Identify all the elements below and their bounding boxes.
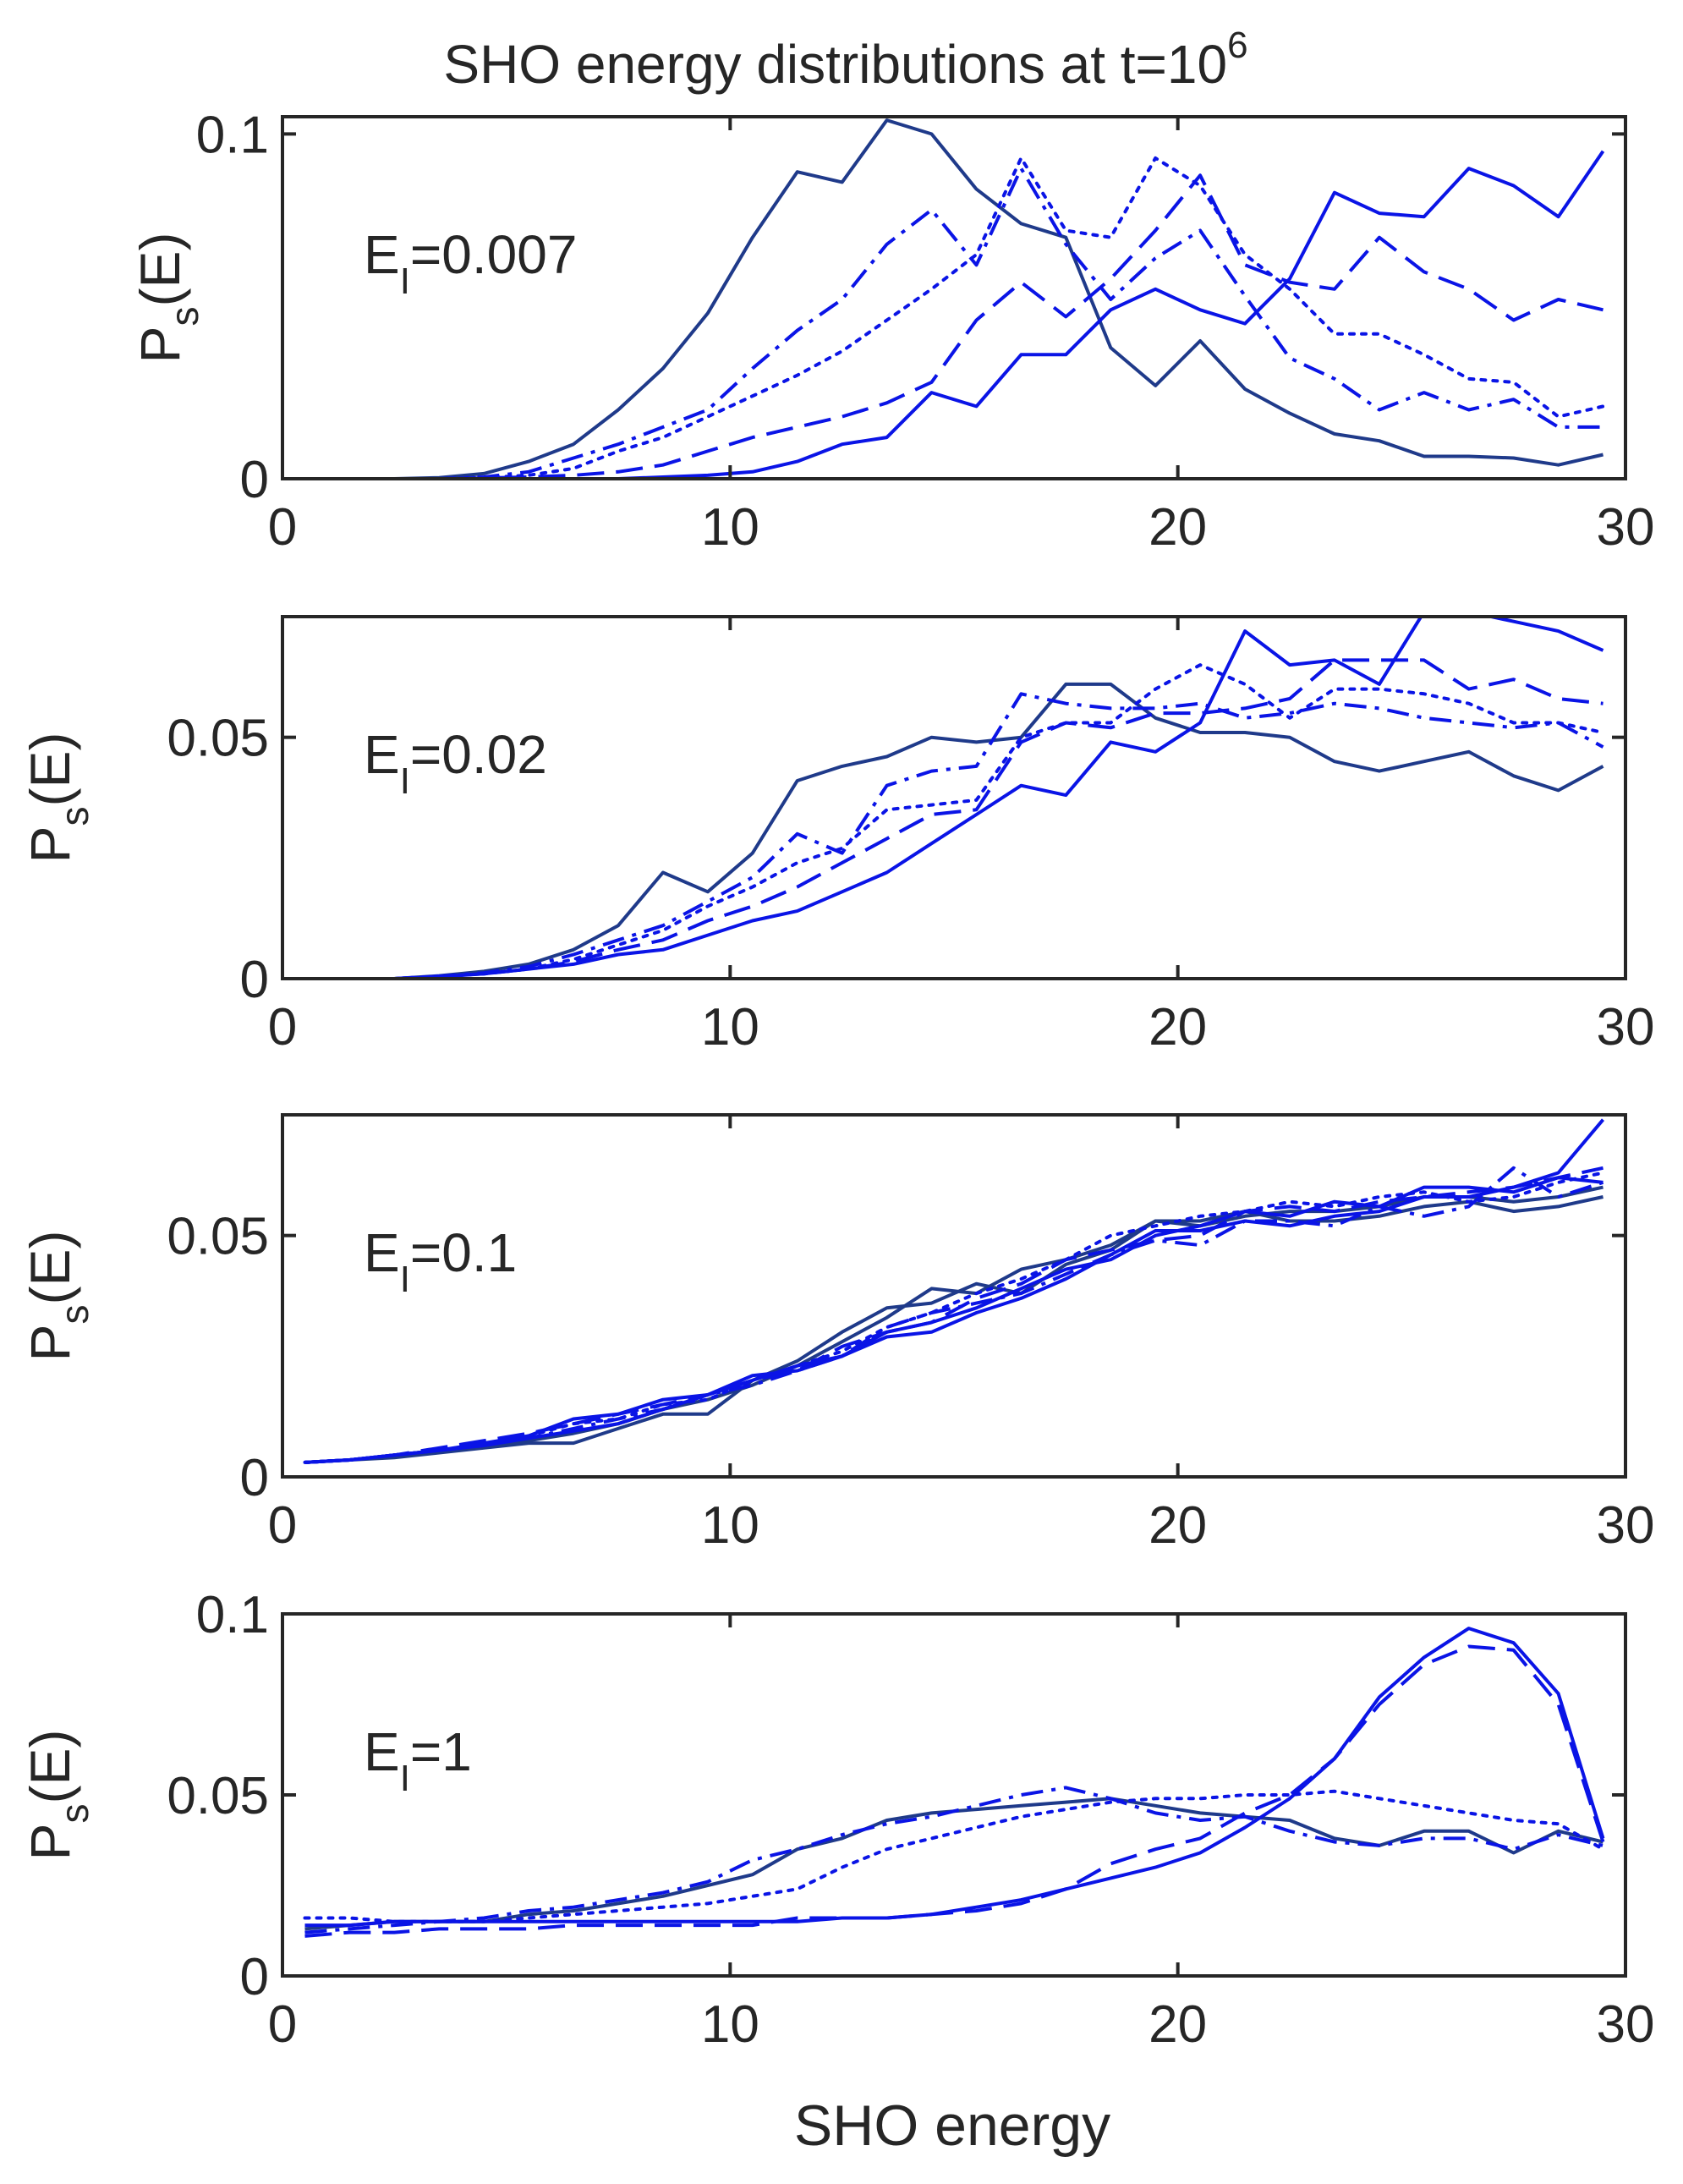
x-tick-label: 0 — [268, 1496, 297, 1555]
panel-annotation: EI=0.02 — [364, 724, 547, 802]
y-tick-label: 0.1 — [196, 106, 269, 164]
axes-box — [281, 1113, 1627, 1479]
series-line-blue-dotted — [303, 1789, 1605, 1923]
y-axis-label-rest: (E) — [129, 232, 191, 306]
panel-annotation: EI=1 — [364, 1721, 472, 1799]
x-tick-label: 10 — [701, 1995, 759, 2054]
y-axis-label-rest: (E) — [19, 732, 81, 806]
series-line-blue-dashed — [304, 1166, 1604, 1464]
x-tick-label: 10 — [701, 498, 759, 557]
annotation-base: E — [364, 1222, 400, 1283]
y-tick-label: 0 — [240, 451, 269, 509]
y-axis-label-base: P — [19, 1324, 81, 1361]
panel-annotation: EI=0.007 — [364, 224, 577, 302]
y-axis-label-subscript: s — [52, 806, 96, 826]
y-tick-label: 0 — [240, 951, 269, 1009]
figure-title-exponent: 6 — [1227, 25, 1247, 66]
panel-3: 0 10 20 30 0 0.05 EI=0.1 Ps(E) — [19, 1113, 1655, 1555]
y-tick-label: 0.05 — [167, 1767, 269, 1825]
y-axis-label: Ps(E) — [19, 732, 96, 863]
series-line-blue-dashdot — [304, 1786, 1604, 1934]
y-tick-label: 0.05 — [167, 1208, 269, 1266]
x-tick-label: 20 — [1148, 1496, 1207, 1555]
x-tick-label: 30 — [1597, 1995, 1655, 2054]
axes-box — [281, 615, 1627, 980]
x-tick-label: 20 — [1148, 1995, 1207, 2054]
y-axis-label-base: P — [19, 826, 81, 863]
y-axis-label: Ps(E) — [129, 232, 206, 363]
y-axis-label-rest: (E) — [19, 1729, 81, 1803]
series-line-blue-dashdot — [304, 692, 1604, 979]
series-group — [303, 617, 1605, 979]
annotation-subscript: I — [400, 760, 410, 802]
series-line-blue-solid — [304, 150, 1605, 479]
figure-title-prefix: SHO energy distributions at t=10 — [443, 34, 1227, 95]
y-tick-label: 0.1 — [196, 1586, 269, 1644]
annotation-subscript: I — [400, 261, 410, 302]
series-line-blue-solid — [304, 617, 1604, 979]
y-axis-label-subscript: s — [162, 306, 206, 326]
annotation-base: E — [364, 1721, 400, 1782]
series-group — [303, 1118, 1605, 1464]
y-tick-label: 0.05 — [167, 710, 269, 768]
y-axis-label-subscript: s — [52, 1803, 96, 1823]
series-line-blue-solid-a — [304, 1118, 1605, 1464]
y-axis-label-rest: (E) — [19, 1230, 81, 1304]
series-line-blue-dashdot — [304, 167, 1604, 479]
series-line-navy-solid — [304, 118, 1604, 479]
annotation-value: =0.1 — [410, 1222, 517, 1283]
annotation-base: E — [364, 224, 400, 285]
annotation-subscript: I — [400, 1758, 410, 1799]
annotation-value: =0.02 — [410, 724, 547, 785]
annotation-value: =1 — [410, 1721, 472, 1782]
series-line-blue-dashed — [304, 1644, 1605, 1938]
x-tick-label: 10 — [701, 1496, 759, 1555]
x-tick-label: 30 — [1597, 998, 1655, 1056]
x-tick-label: 0 — [268, 498, 297, 557]
x-tick-label: 10 — [701, 998, 759, 1056]
y-axis-label-base: P — [129, 326, 191, 363]
x-tick-label: 30 — [1597, 1496, 1655, 1555]
x-tick-label: 20 — [1148, 498, 1207, 557]
figure-title: SHO energy distributions at t=106 — [443, 25, 1247, 95]
panel-4: 0 10 20 30 0 0.05 0.1 EI=1 Ps(E) — [19, 1586, 1654, 2054]
panel-2: 0 10 20 30 0 0.05 EI=0.02 Ps(E) — [19, 615, 1655, 1056]
y-tick-label: 0 — [240, 1449, 269, 1507]
x-axis-label: SHO energy — [794, 2093, 1110, 2158]
y-axis-label-subscript: s — [52, 1304, 96, 1324]
series-line-navy-solid-a — [304, 1195, 1604, 1464]
annotation-base: E — [364, 724, 400, 785]
x-tick-label: 20 — [1148, 998, 1207, 1056]
y-tick-label: 0 — [240, 1948, 269, 2006]
panel-1: 0 10 20 30 0 0.1 EI=0.007 Ps(E) — [129, 106, 1654, 557]
x-tick-label: 0 — [268, 1995, 297, 2054]
y-axis-label: Ps(E) — [19, 1230, 96, 1361]
series-line-blue-solid-b — [304, 1176, 1604, 1464]
annotation-value: =0.007 — [410, 224, 578, 285]
x-tick-label: 0 — [268, 998, 297, 1056]
axes-box — [281, 115, 1627, 480]
series-line-navy-solid — [304, 682, 1604, 979]
panel-annotation: EI=0.1 — [364, 1222, 517, 1300]
x-tick-label: 30 — [1597, 498, 1655, 557]
series-line-blue-solid — [304, 1627, 1605, 1928]
y-axis-label-base: P — [19, 1823, 81, 1860]
annotation-subscript: I — [400, 1259, 410, 1300]
y-axis-label: Ps(E) — [19, 1729, 96, 1860]
series-group — [303, 1627, 1605, 1938]
